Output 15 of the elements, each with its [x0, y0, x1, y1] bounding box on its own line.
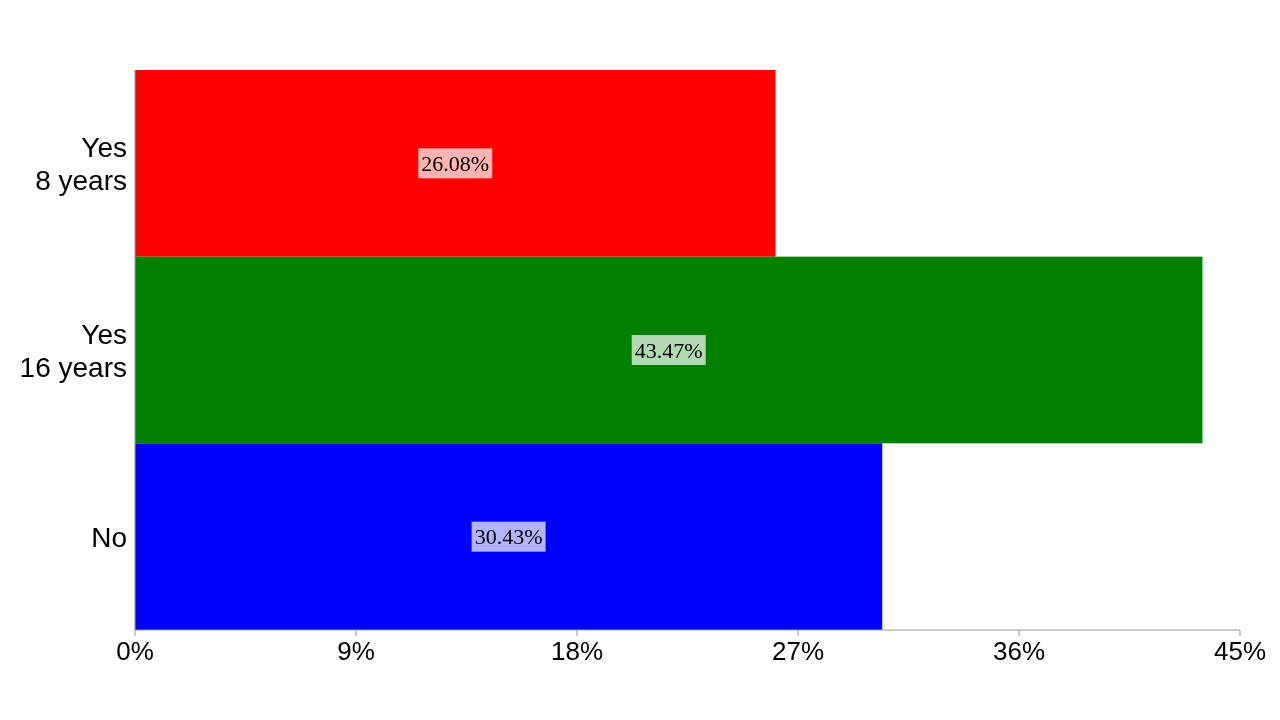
- x-tick-label: 0%: [116, 636, 154, 666]
- bar: [135, 70, 776, 257]
- y-tick-label: Yes 8 years: [35, 131, 127, 196]
- x-tick-label: 9%: [337, 636, 375, 666]
- data-label: 26.08%: [421, 150, 490, 176]
- x-tick-label: 18%: [550, 636, 604, 666]
- x-tick-label: 45%: [1213, 636, 1267, 666]
- x-tick-label: 27%: [771, 636, 825, 666]
- data-label: 30.43%: [474, 524, 543, 550]
- x-tick-label: 36%: [992, 636, 1046, 666]
- y-tick-label: No: [91, 521, 127, 553]
- bar: [135, 443, 883, 630]
- y-tick-label: Yes 16 years: [19, 318, 127, 383]
- data-label: 43.47%: [634, 337, 703, 363]
- bar: [135, 256, 1203, 444]
